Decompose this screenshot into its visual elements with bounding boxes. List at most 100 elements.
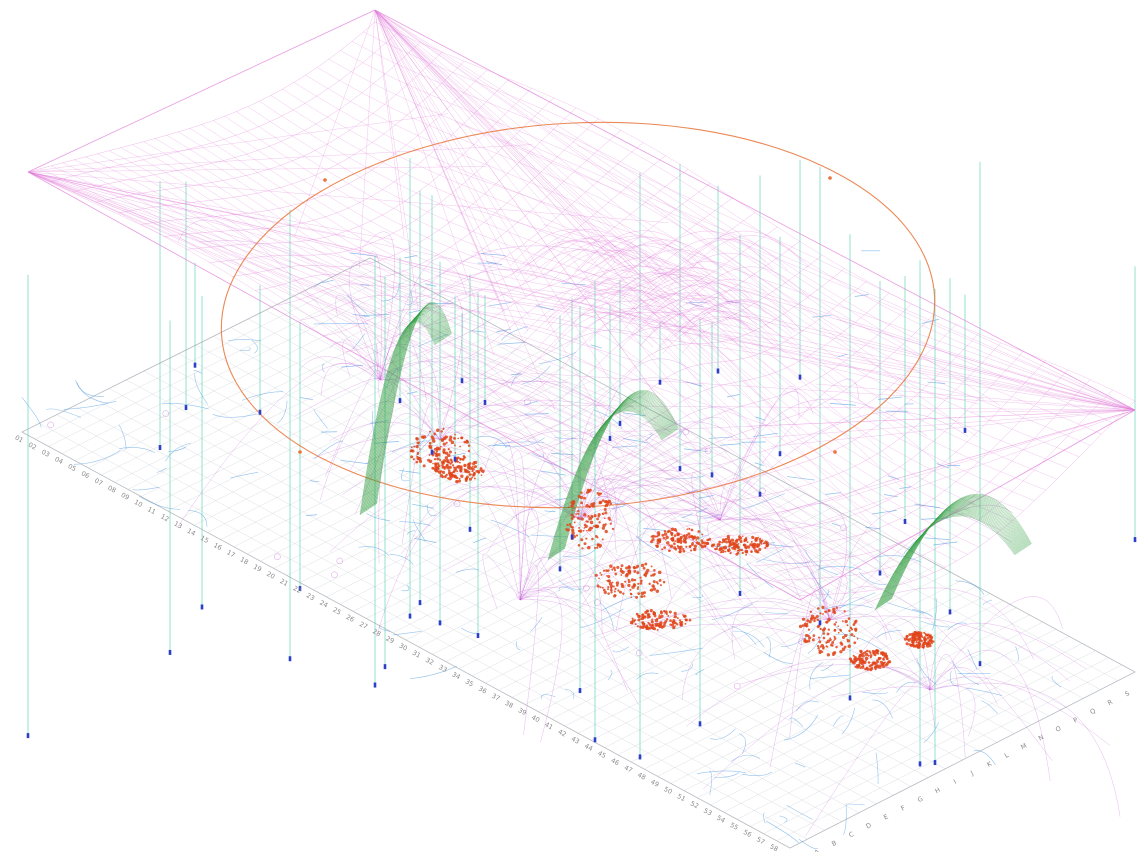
blue-line [883,494,898,498]
roof-mesh-line [459,241,800,422]
arch-curve [876,513,1017,610]
blue-line [524,413,549,415]
node-marker [716,368,720,374]
orange-point [925,642,928,645]
orange-point [473,465,477,469]
orange-point [609,522,612,525]
orange-point [820,643,825,648]
orange-point [472,462,476,466]
blue-line [765,612,789,614]
node-marker [438,620,442,626]
orange-point [594,534,598,538]
roof-fan-line [374,9,690,306]
roof-mound-curve [641,308,762,345]
roof-mesh-line [74,159,845,594]
orange-point [837,625,840,628]
orange-point [739,536,743,540]
orange-point [430,435,434,439]
orange-point [602,569,606,572]
orange-point [581,547,584,550]
arch-curve [360,320,436,515]
orange-point [721,541,724,544]
axis-letter-label: Q [1089,707,1097,716]
magenta-curve [335,294,441,441]
orange-point [741,535,744,538]
orange-point [665,613,668,616]
roof-mound-curve [682,316,803,353]
orange-point [739,539,743,543]
blue-line [349,252,378,257]
blue-line [932,598,937,631]
orange-point [606,588,610,591]
blue-line [822,589,830,602]
blue-line [119,424,127,450]
blue-line [837,353,848,358]
orange-point [460,436,464,440]
orange-point [801,624,805,627]
roof-mesh-line [96,51,443,203]
orange-point [457,465,461,469]
orange-point [656,617,659,621]
node-marker [418,600,422,606]
orange-point [457,437,460,440]
magenta-curve [500,509,539,601]
orange-point [452,464,455,467]
orange-point [614,594,617,597]
orange-point [579,529,583,533]
orange-point [445,441,448,444]
blue-line [862,691,888,695]
orange-point [637,582,640,585]
orange-point [606,575,608,577]
node-marker [258,409,262,415]
roof-mound-curve [588,272,710,309]
blue-line [413,518,426,542]
orange-point [669,530,672,533]
blue-line [709,728,736,740]
roof-fan-line [455,121,1136,411]
orange-point [728,542,732,546]
roof-fan-line [374,9,790,487]
magenta-curve [441,515,581,572]
orange-point [725,540,728,544]
blue-line [321,363,325,373]
orange-point [750,550,753,553]
orange-point [656,535,659,538]
orange-point [908,633,912,637]
arch-curve [363,317,439,513]
blue-line [380,283,400,302]
orange-point [663,530,667,533]
orange-point [627,569,631,573]
magenta-curve [439,291,464,441]
orange-point [616,584,619,587]
axis-letter-label: D [865,821,873,830]
orange-point [843,610,846,613]
orange-point [754,549,758,553]
node-marker [658,379,662,385]
orange-point [571,528,575,532]
orange-point [571,525,574,529]
orange-point [433,447,437,451]
arch-curve [891,493,1032,600]
blue-line [602,595,637,611]
orange-point [688,545,692,549]
orange-point [585,537,588,540]
orange-point [688,527,691,530]
orange-point [669,619,672,622]
roof-mesh-line [340,50,1102,435]
roof-mesh-line [482,255,823,433]
roof-outline [27,9,1136,601]
blue-line [875,752,879,785]
orange-point [846,624,849,627]
roof-fan-line [836,409,1136,501]
magenta-ring [47,421,54,429]
arch-curve [887,499,1028,602]
axis-letter-label: J [968,769,974,777]
blue-line [754,462,764,466]
orange-point [708,537,712,541]
orange-point [864,667,867,671]
magenta-curve [929,622,1086,691]
axis-number-label: 37 [490,692,501,703]
blue-line [366,513,391,521]
orange-point [481,469,485,473]
arch-curve [376,302,452,505]
